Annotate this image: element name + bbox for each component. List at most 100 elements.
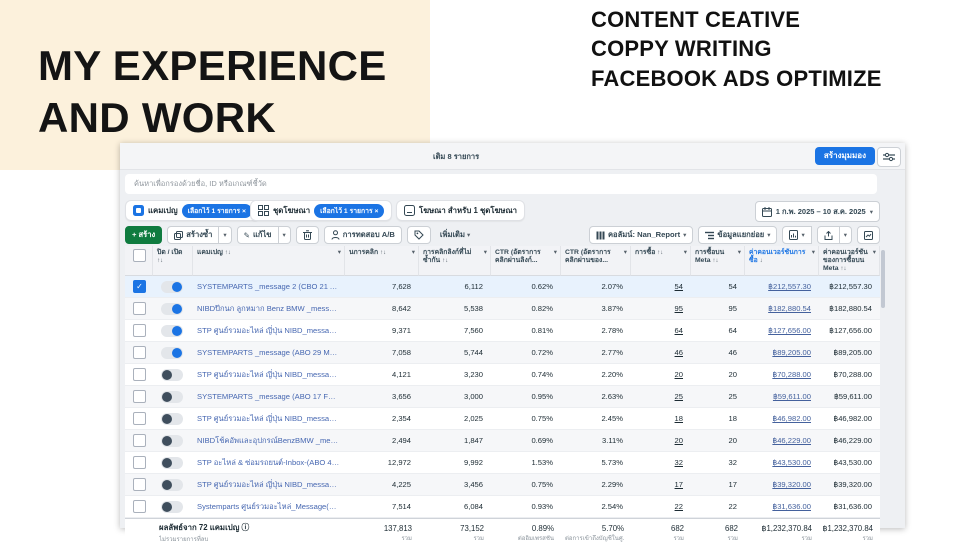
campaign-toggle[interactable]	[161, 368, 183, 381]
search-input[interactable]: ค้นหาเพื่อกรองด้วยชื่อ, ID หรือเกณฑ์ชี้ว…	[125, 174, 877, 194]
campaign-toggle[interactable]	[161, 302, 183, 315]
create-view-button[interactable]: สร้างมุมมอง	[814, 147, 875, 165]
purchases-link[interactable]: 20	[674, 370, 683, 380]
campaign-name-link[interactable]: SYSTEMPARTS _message (ABO 17 FEB 25)	[197, 392, 340, 402]
selected-count-badge[interactable]: เลือกไว้ 1 รายการ ×	[181, 203, 253, 218]
duplicate-menu-button[interactable]: ▾	[219, 226, 232, 244]
conversion-value-link[interactable]: ฿31,636.00	[772, 502, 811, 512]
campaign-name-link[interactable]: NIBDปีกนก ลูกหมาก Benz BMW _message (A..…	[197, 303, 340, 313]
campaign-toggle[interactable]	[161, 412, 183, 425]
tab-campaigns[interactable]: แคมเปญ เลือกไว้ 1 รายการ ×	[125, 200, 261, 221]
campaign-toggle[interactable]	[161, 456, 183, 469]
date-range-picker[interactable]: 1 ก.พ. 2025 – 10 ส.ค. 2025 ▾	[754, 201, 880, 222]
campaign-name-link[interactable]: Systemparts ศูนย์รวมอะไหล่_Message(ABO 2…	[197, 501, 340, 511]
campaign-name-link[interactable]: STP ศูนย์รวมอะไหล่ ญี่ปุ่น NIBD_message …	[197, 413, 340, 423]
header-select-all[interactable]	[125, 246, 153, 277]
filter-settings-button[interactable]	[877, 147, 901, 167]
purchases-link[interactable]: 95	[674, 304, 683, 314]
breakdown-button[interactable]: ข้อมูลแยกย่อย ▾	[698, 226, 778, 244]
column-menu-caret[interactable]: ▾	[337, 249, 341, 256]
column-menu-caret[interactable]: ▾	[483, 249, 487, 256]
campaign-name-link[interactable]: STP ศูนย์รวมอะไหล่ ญี่ปุ่น NIBD_message …	[197, 479, 340, 489]
column-menu-caret[interactable]: ▾	[623, 249, 627, 256]
campaign-name-link[interactable]: STP ศูนย์รวมอะไหล่ ญี่ปุ่น NIBD_message …	[197, 325, 340, 335]
selected-count-badge[interactable]: เลือกไว้ 1 รายการ ×	[314, 203, 385, 218]
conversion-value-link[interactable]: ฿43,530.00	[772, 458, 811, 468]
column-menu-caret[interactable]: ▾	[411, 249, 415, 256]
columns-button[interactable]: คอลัมน์: Nan_Report ▾	[588, 226, 694, 244]
conversion-value-link[interactable]: ฿89,205.00	[772, 348, 811, 358]
export-menu-button[interactable]: ▾	[839, 226, 852, 244]
header-meta-purchase-conversion-value[interactable]: ค่าคอนเวอร์ชันของการซื้อบน Meta ↑↓ ▾	[819, 246, 880, 277]
tag-button[interactable]	[406, 226, 431, 244]
campaign-name-link[interactable]: NIBDโช้คอัพและอุปกรณ์BenzBMW _message (.…	[197, 435, 340, 445]
delete-button[interactable]	[295, 226, 319, 244]
header-ctr-link[interactable]: CTR (อัตราการคลิกผ่านลิงก์... ▾	[491, 246, 561, 277]
header-clicks[interactable]: นการคลิก ↑↓ ▾	[345, 246, 419, 277]
header-onoff[interactable]: ปิด / เปิด ↑↓	[153, 246, 193, 277]
charts-button[interactable]	[857, 226, 880, 244]
header-purchase-conversion-value[interactable]: ค่าคอนเวอร์ชันการซื้อ ↓ ▾	[745, 246, 819, 277]
conversion-value-link[interactable]: ฿39,320.00	[772, 480, 811, 490]
row-checkbox[interactable]	[133, 478, 146, 492]
row-checkbox[interactable]	[133, 434, 146, 448]
purchases-link[interactable]: 25	[674, 392, 683, 402]
row-checkbox[interactable]	[133, 390, 146, 404]
header-unique-link-clicks[interactable]: การคลิกลิงก์ที่ไม่ซ้ำกัน ↑↓ ▾	[419, 246, 491, 277]
conversion-value-link[interactable]: ฿70,288.00	[772, 370, 811, 380]
tab-adsets[interactable]: ชุดโฆษณา เลือกไว้ 1 รายการ ×	[250, 200, 393, 221]
row-checkbox[interactable]	[133, 280, 146, 294]
purchases-link[interactable]: 64	[674, 326, 683, 336]
campaign-toggle[interactable]	[161, 324, 183, 337]
row-checkbox[interactable]	[133, 456, 146, 470]
campaign-toggle[interactable]	[161, 434, 183, 447]
conversion-value-link[interactable]: ฿182,880.54	[768, 304, 811, 314]
header-purchases[interactable]: การซื้อ ↑↓ ▾	[631, 246, 691, 277]
report-button[interactable]: ▾	[782, 226, 812, 244]
row-checkbox[interactable]	[133, 324, 146, 338]
export-button[interactable]	[816, 226, 840, 244]
campaign-toggle[interactable]	[161, 478, 183, 491]
edit-menu-button[interactable]: ▾	[278, 226, 291, 244]
campaign-name-link[interactable]: STP ศูนย์รวมอะไหล่ ญี่ปุ่น NIBD_message …	[197, 369, 340, 379]
conversion-value-link[interactable]: ฿127,656.00	[768, 326, 811, 336]
campaign-toggle[interactable]	[161, 346, 183, 359]
campaign-name-link[interactable]: STP อะไหล่ & ซ่อมรถยนต์-Inbox-(ABO 4 Mar…	[197, 457, 340, 467]
select-all-checkbox[interactable]	[133, 249, 146, 262]
create-button[interactable]: + สร้าง	[125, 226, 163, 244]
campaign-toggle[interactable]	[161, 280, 183, 293]
row-checkbox[interactable]	[133, 368, 146, 382]
duplicate-button[interactable]: สร้างซ้ำ	[167, 226, 220, 244]
conversion-value-link[interactable]: ฿212,557.30	[768, 282, 811, 292]
header-meta-purchases[interactable]: การซื้อบน Meta ↑↓ ▾	[691, 246, 745, 277]
campaign-name-link[interactable]: SYSTEMPARTS _message (ABO 29 MAR 25)	[197, 348, 340, 358]
campaign-name-link[interactable]: SYSTEMPARTS _message 2 (CBO 21 Aug 20...	[197, 282, 340, 292]
conversion-value-link[interactable]: ฿46,229.00	[772, 436, 811, 446]
column-menu-caret[interactable]: ▾	[553, 249, 557, 256]
purchases-link[interactable]: 20	[674, 436, 683, 446]
campaign-toggle[interactable]	[161, 500, 183, 513]
header-ctr-all[interactable]: CTR (อัตราการคลิกผ่านของ... ▾	[561, 246, 631, 277]
vertical-scrollbar[interactable]	[881, 250, 885, 308]
row-checkbox[interactable]	[133, 500, 146, 514]
column-menu-caret[interactable]: ▾	[872, 249, 876, 256]
row-checkbox[interactable]	[133, 412, 146, 426]
column-menu-caret[interactable]: ▾	[683, 249, 687, 256]
ab-test-button[interactable]: การทดสอบ A/B	[323, 226, 402, 244]
purchases-link[interactable]: 22	[674, 502, 683, 512]
header-campaign[interactable]: แคมเปญ ↑↓ ▾	[193, 246, 345, 277]
tab-ads[interactable]: โฆษณา สำหรับ 1 ชุดโฆษณา	[396, 200, 526, 221]
row-checkbox[interactable]	[133, 346, 146, 360]
edit-button[interactable]: ✎ แก้ไข	[236, 226, 279, 244]
purchases-link[interactable]: 54	[674, 282, 683, 292]
campaign-toggle[interactable]	[161, 390, 183, 403]
conversion-value-link[interactable]: ฿59,611.00	[772, 392, 811, 402]
purchases-link[interactable]: 18	[674, 414, 683, 424]
purchases-link[interactable]: 32	[674, 458, 683, 468]
row-checkbox[interactable]	[133, 302, 146, 316]
purchases-link[interactable]: 17	[674, 480, 683, 490]
more-button[interactable]: เพิ่มเติม ▾	[439, 230, 471, 239]
column-menu-caret[interactable]: ▾	[811, 249, 815, 256]
conversion-value-link[interactable]: ฿46,982.00	[772, 414, 811, 424]
purchases-link[interactable]: 46	[674, 348, 683, 358]
